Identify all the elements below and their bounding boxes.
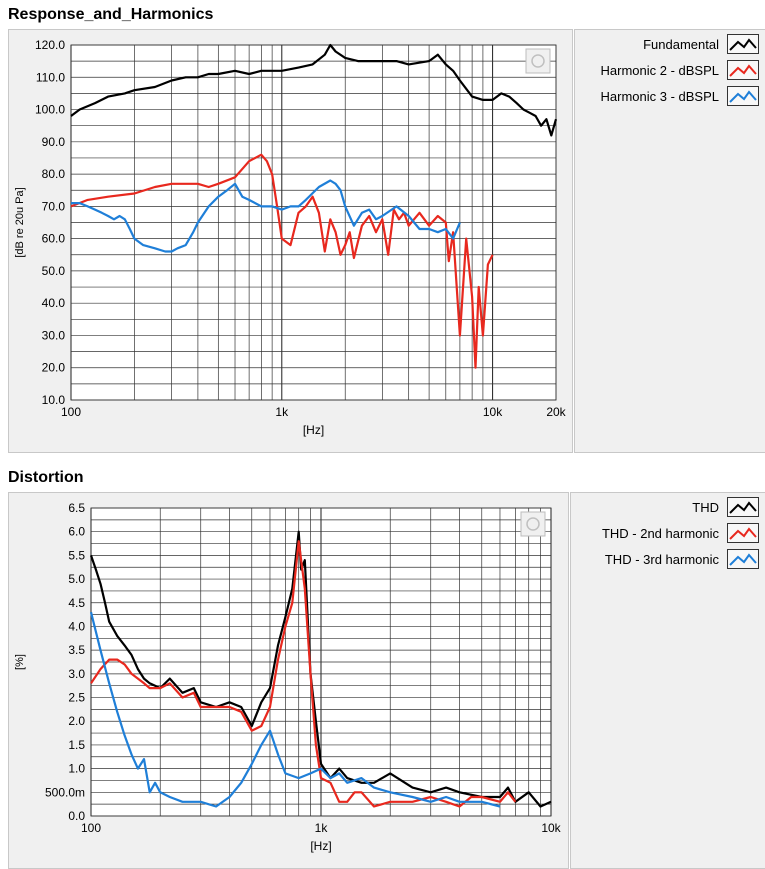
y-axis-label: [dB re 20u Pa] xyxy=(14,187,26,257)
y-tick-label: 500.0m xyxy=(45,785,85,799)
y-tick-label: 100.0 xyxy=(35,103,65,117)
legend-label: THD - 3rd harmonic xyxy=(604,551,719,567)
y-tick-label: 110.0 xyxy=(36,70,65,84)
legend-label: THD xyxy=(692,499,719,515)
y-tick-label: 4.5 xyxy=(68,596,85,610)
series-line xyxy=(70,153,494,369)
y-tick-label: 80.0 xyxy=(42,167,66,181)
series-line xyxy=(89,611,501,808)
distortion-section-title: Distortion xyxy=(8,469,84,486)
line-swatch-icon xyxy=(727,60,759,80)
y-tick-label: 120.0 xyxy=(35,38,65,52)
response-legend: Fundamental Harmonic 2 - dBSPL Harmonic … xyxy=(574,29,765,453)
graph-tool-icon xyxy=(525,48,551,74)
series-line xyxy=(90,540,517,808)
x-tick-label: 100 xyxy=(61,405,81,419)
legend-label: Harmonic 3 - dBSPL xyxy=(600,88,720,104)
x-tick-label: 10k xyxy=(541,821,561,835)
response-chart: 10.0 20.0 30.0 40.0 50.0 60.0 70.0 80.0 90.0 100.… xyxy=(14,38,567,437)
distortion-legend: THD THD - 2nd harmonic THD - 3rd harmoni… xyxy=(570,492,765,869)
y-tick-label: 50.0 xyxy=(42,264,66,278)
y-tick-label: 3.5 xyxy=(68,643,85,657)
y-tick-label: 2.0 xyxy=(68,714,85,728)
legend-item-fundamental: Fundamental xyxy=(643,33,759,55)
y-tick-label: 1.0 xyxy=(68,762,85,776)
y-axis-label: [%] xyxy=(14,654,26,670)
x-tick-label: 20k xyxy=(546,405,566,419)
legend-label: THD - 2nd harmonic xyxy=(601,525,719,541)
series-line xyxy=(89,530,552,808)
y-tick-label: 4.0 xyxy=(68,619,85,633)
y-tick-label: 90.0 xyxy=(42,135,66,149)
distortion-chart: 0.0 500.0m 1.0 1.5 2.0 2.5 3.0 3.5 4.0 4.5 5.0 5.5 6… xyxy=(14,501,562,853)
response-chart-panel: 10.0 20.0 30.0 40.0 50.0 60.0 70.0 80.0 90.0 100.… xyxy=(8,29,573,453)
x-tick-label: 100 xyxy=(81,821,101,835)
y-tick-label: 30.0 xyxy=(42,328,66,342)
distortion-chart-panel: 0.0 500.0m 1.0 1.5 2.0 2.5 3.0 3.5 4.0 4.5 5.0 5.5 6… xyxy=(8,492,569,869)
legend-item-thd-2nd: THD - 2nd harmonic xyxy=(602,522,759,544)
y-tick-label: 6.0 xyxy=(68,525,85,539)
y-tick-label: 3.0 xyxy=(68,667,85,681)
x-axis-label: [Hz] xyxy=(310,839,331,853)
y-tick-label: 10.0 xyxy=(42,393,66,407)
y-tick-label: 40.0 xyxy=(42,296,66,310)
series-line xyxy=(70,43,558,137)
legend-label: Harmonic 2 - dBSPL xyxy=(600,62,720,78)
y-tick-label: 5.5 xyxy=(68,548,85,562)
y-tick-label: 6.5 xyxy=(68,501,85,515)
y-tick-label: 60.0 xyxy=(42,232,66,246)
response-section-title: Response_and_Harmonics xyxy=(8,6,214,23)
x-tick-label: 10k xyxy=(483,405,503,419)
y-tick-label: 20.0 xyxy=(42,361,66,375)
y-tick-label: 2.5 xyxy=(68,691,85,705)
series-line xyxy=(71,179,461,253)
line-swatch-icon xyxy=(727,86,759,106)
y-tick-label: 0.0 xyxy=(68,809,85,823)
y-tick-label: 70.0 xyxy=(42,199,66,213)
legend-item-harmonic-3: Harmonic 3 - dBSPL xyxy=(600,85,759,107)
line-swatch-icon xyxy=(727,523,759,543)
line-swatch-icon xyxy=(727,549,759,569)
graph-tool-icon xyxy=(520,511,546,537)
line-swatch-icon xyxy=(727,497,759,517)
line-swatch-icon xyxy=(727,34,759,54)
legend-item-harmonic-2: Harmonic 2 - dBSPL xyxy=(600,59,759,81)
x-tick-label: 1k xyxy=(275,405,289,419)
y-tick-label: 5.0 xyxy=(68,572,85,586)
legend-item-thd: THD xyxy=(692,496,759,518)
y-tick-label: 1.5 xyxy=(68,738,85,752)
legend-label: Fundamental xyxy=(643,36,719,52)
legend-item-thd-3rd: THD - 3rd harmonic xyxy=(605,548,759,570)
x-axis-label: [Hz] xyxy=(303,423,324,437)
x-tick-label: 1k xyxy=(315,821,329,835)
